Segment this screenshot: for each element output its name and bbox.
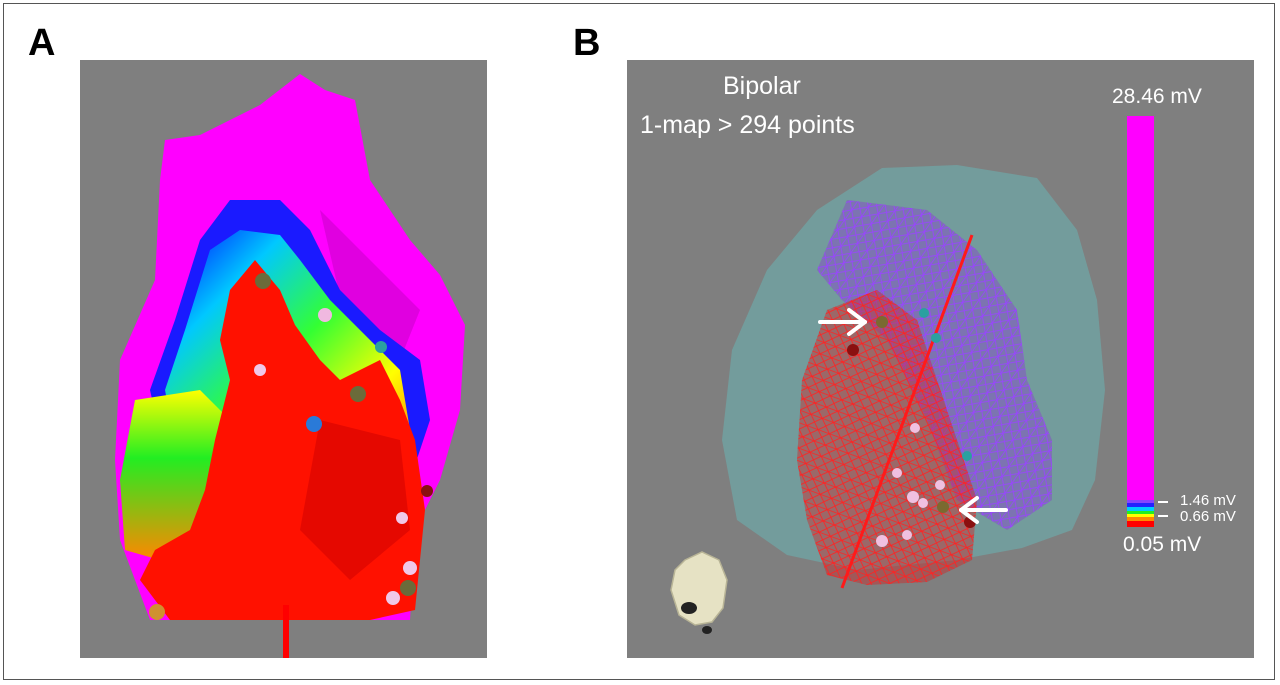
mapping-points — [149, 273, 433, 620]
panel-b-render — [670, 116, 1168, 634]
tag-point — [847, 344, 859, 356]
scar-shading — [300, 420, 410, 580]
tag-point — [935, 480, 945, 490]
purple-mesh-lines — [817, 200, 1052, 530]
tag-point — [396, 512, 408, 524]
catheter-line — [840, 234, 974, 589]
tag-point — [350, 386, 366, 402]
map-type-title: Bipolar — [723, 72, 801, 100]
panel-a-label: A — [28, 22, 56, 64]
scale-upper-threshold-label: 1.46 mV — [1180, 492, 1236, 509]
tag-point — [937, 501, 949, 513]
tag-point — [306, 416, 322, 432]
tag-point — [318, 308, 332, 322]
scale-max-label: 28.46 mV — [1112, 85, 1202, 108]
tag-point — [400, 580, 416, 596]
panel-a-render — [115, 74, 465, 658]
tag-point — [962, 451, 972, 461]
panel-a-voltage-map — [80, 60, 487, 658]
tag-point — [255, 273, 271, 289]
tag-point — [403, 561, 417, 575]
tag-point — [421, 485, 433, 497]
tag-point — [375, 341, 387, 353]
color-scale-bar — [1127, 116, 1168, 527]
tag-point — [386, 591, 400, 605]
tag-point — [876, 316, 888, 328]
tag-point — [254, 364, 266, 376]
scar-mesh-lines — [797, 290, 977, 585]
tag-point — [149, 604, 165, 620]
catheter-shaft — [283, 605, 289, 658]
panel-b-bipolar-map: Bipolar 1-map > 294 points 28.46 mV 1.46… — [627, 60, 1254, 658]
tag-point — [876, 535, 888, 547]
shadow-patch — [320, 210, 420, 360]
tag-point — [907, 491, 919, 503]
tag-point — [910, 423, 920, 433]
tag-point — [902, 530, 912, 540]
tag-point — [919, 308, 929, 318]
tag-point — [931, 333, 941, 343]
orientation-heart-icon — [670, 551, 728, 634]
tag-point — [918, 498, 928, 508]
scale-lower-threshold-label: 0.66 mV — [1180, 508, 1236, 525]
tag-point — [892, 468, 902, 478]
map-points-title: 1-map > 294 points — [640, 111, 855, 139]
arrow-upper — [818, 308, 867, 336]
arrow-lower — [959, 496, 1008, 524]
panel-b-label: B — [573, 22, 601, 64]
scale-min-label: 0.05 mV — [1123, 533, 1202, 556]
